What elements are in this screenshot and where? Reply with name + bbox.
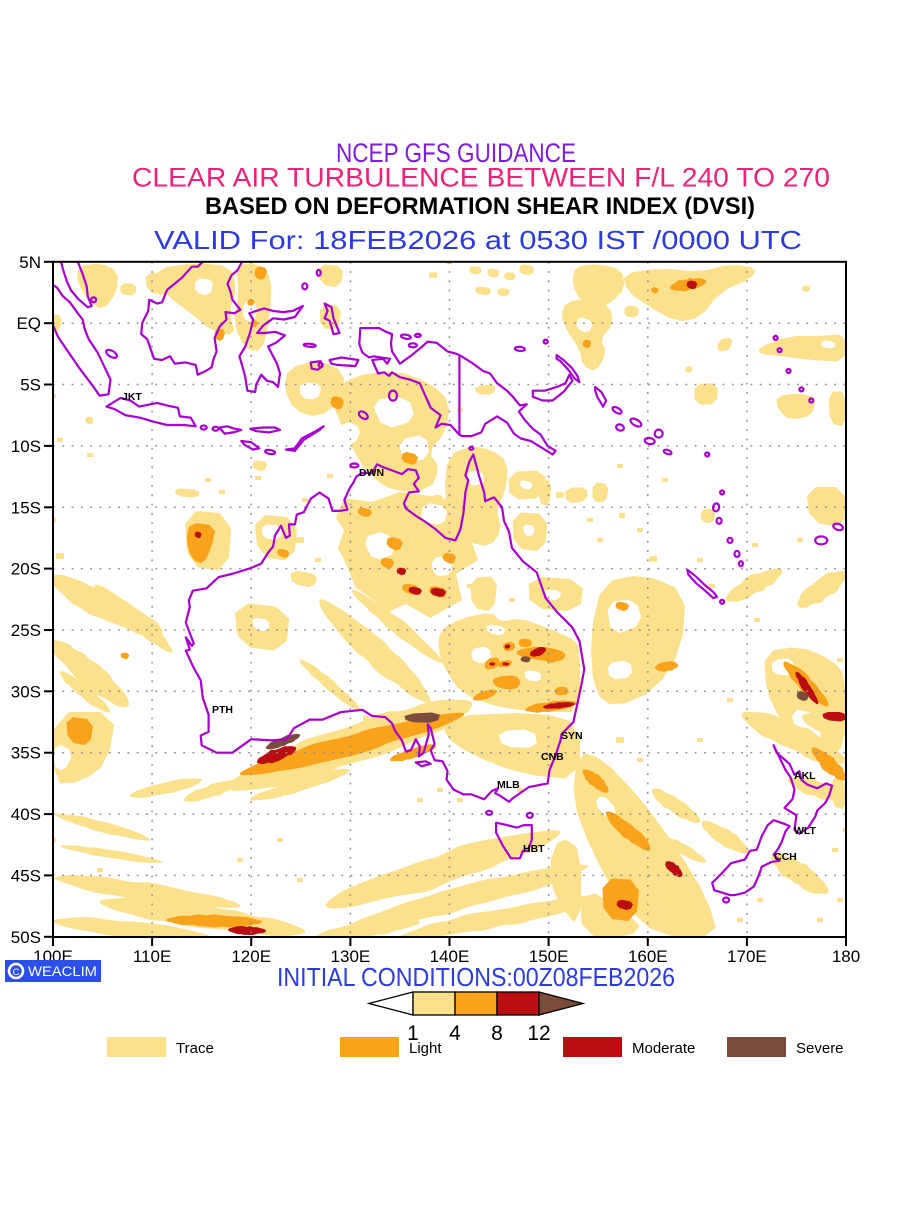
svg-text:JKT: JKT bbox=[122, 391, 142, 403]
svg-text:INITIAL CONDITIONS:00Z08FEB202: INITIAL CONDITIONS:00Z08FEB2026 bbox=[277, 962, 675, 992]
svg-text:WEACLIM: WEACLIM bbox=[28, 964, 97, 979]
svg-text:CLEAR AIR TURBULENCE BETWEEN F: CLEAR AIR TURBULENCE BETWEEN F/L 240 TO … bbox=[132, 163, 830, 193]
svg-text:CCH: CCH bbox=[774, 851, 797, 863]
svg-text:170E: 170E bbox=[727, 947, 767, 966]
svg-text:180: 180 bbox=[832, 947, 860, 966]
svg-text:8: 8 bbox=[491, 1022, 503, 1045]
svg-text:MLB: MLB bbox=[497, 779, 520, 791]
svg-text:160E: 160E bbox=[628, 947, 668, 966]
svg-text:12: 12 bbox=[527, 1022, 550, 1045]
svg-text:30S: 30S bbox=[11, 682, 41, 701]
svg-text:120E: 120E bbox=[231, 947, 271, 966]
svg-text:EQ: EQ bbox=[16, 314, 41, 333]
svg-text:5N: 5N bbox=[19, 253, 41, 272]
svg-text:CNB: CNB bbox=[541, 751, 564, 763]
svg-text:DWN: DWN bbox=[359, 467, 384, 479]
svg-text:NCEP GFS GUIDANCE: NCEP GFS GUIDANCE bbox=[336, 138, 576, 168]
svg-text:40S: 40S bbox=[11, 805, 41, 824]
svg-text:1: 1 bbox=[407, 1022, 419, 1045]
svg-text:4: 4 bbox=[449, 1022, 461, 1045]
svg-text:Moderate: Moderate bbox=[632, 1040, 695, 1057]
svg-text:35S: 35S bbox=[11, 744, 41, 763]
svg-text:140E: 140E bbox=[430, 947, 470, 966]
svg-text:150E: 150E bbox=[529, 947, 569, 966]
svg-text:130E: 130E bbox=[331, 947, 371, 966]
svg-text:Light: Light bbox=[409, 1040, 442, 1057]
svg-text:50S: 50S bbox=[11, 928, 41, 947]
svg-text:10S: 10S bbox=[11, 437, 41, 456]
svg-text:110E: 110E bbox=[133, 947, 171, 966]
svg-text:Trace: Trace bbox=[176, 1040, 214, 1057]
svg-text:VALID For: 18FEB2026 at 0530 I: VALID For: 18FEB2026 at 0530 IST /0000 U… bbox=[154, 225, 802, 255]
svg-text:15S: 15S bbox=[11, 498, 41, 517]
svg-text:BASED ON DEFORMATION SHEAR IND: BASED ON DEFORMATION SHEAR INDEX (DVSI) bbox=[205, 193, 755, 220]
svg-text:WLT: WLT bbox=[794, 825, 817, 837]
svg-text:25S: 25S bbox=[11, 621, 41, 640]
svg-text:5S: 5S bbox=[20, 376, 41, 395]
svg-text:Severe: Severe bbox=[796, 1040, 844, 1057]
svg-text:HBT: HBT bbox=[523, 843, 545, 855]
svg-text:45S: 45S bbox=[11, 866, 41, 885]
svg-text:PTH: PTH bbox=[212, 704, 233, 716]
svg-text:SYN: SYN bbox=[561, 730, 583, 742]
svg-text:20S: 20S bbox=[11, 560, 41, 579]
svg-text:C: C bbox=[13, 967, 20, 978]
svg-text:AKL: AKL bbox=[794, 770, 816, 782]
